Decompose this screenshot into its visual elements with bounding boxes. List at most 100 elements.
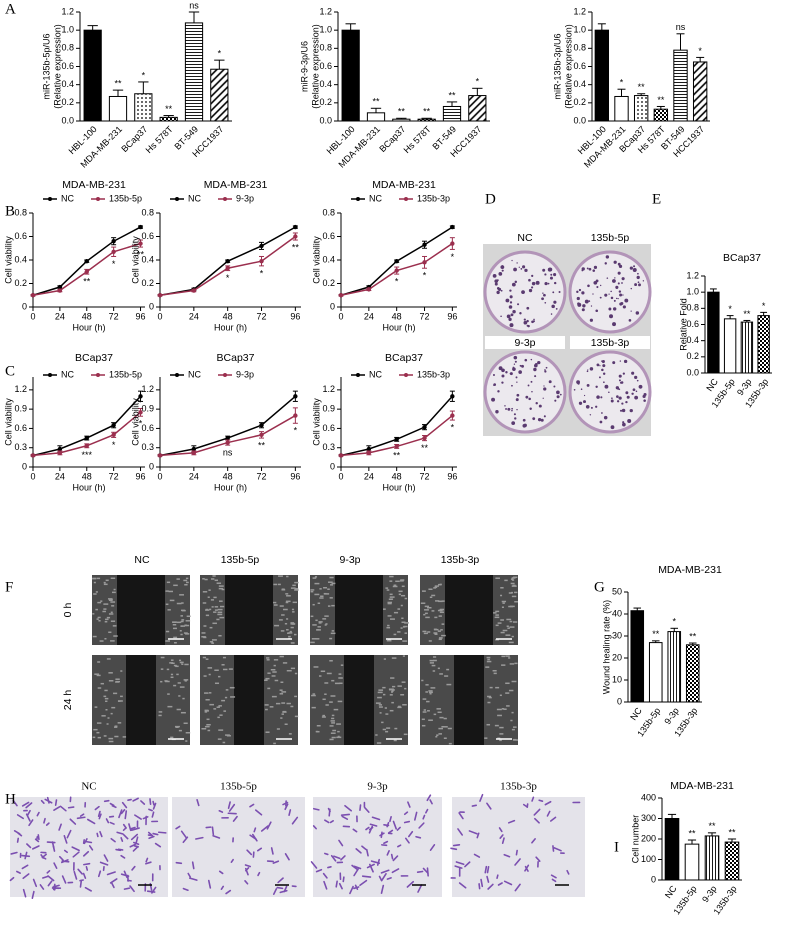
- data-point: [422, 260, 427, 265]
- cell: [290, 642, 295, 644]
- cell: [170, 659, 174, 661]
- cell: [218, 729, 224, 731]
- cell: [100, 600, 103, 602]
- cell: [402, 640, 408, 642]
- cell: [473, 853, 481, 858]
- cell: [43, 817, 46, 824]
- chart-title: BCap37: [217, 352, 255, 364]
- cell: [284, 803, 289, 811]
- cell: [487, 695, 492, 698]
- cell: [336, 723, 341, 725]
- panel-label: H: [5, 791, 16, 807]
- cell: [400, 594, 406, 597]
- column-label: 9-3p: [339, 554, 360, 566]
- cell: [311, 706, 316, 709]
- significance-label: **: [652, 629, 660, 639]
- colony: [492, 373, 495, 376]
- cell: [288, 632, 293, 634]
- cell: [180, 711, 186, 714]
- cell: [281, 588, 285, 590]
- cell: [132, 841, 140, 846]
- row-label: 0 h: [62, 603, 74, 618]
- cell: [110, 640, 115, 642]
- colony: [586, 383, 590, 387]
- colony: [550, 313, 553, 315]
- cell: [531, 796, 535, 802]
- cell: [338, 673, 342, 675]
- colony: [623, 359, 628, 364]
- colony: [626, 395, 630, 399]
- cell: [76, 816, 86, 820]
- cell: [85, 866, 89, 871]
- cell: [329, 701, 333, 703]
- cell: [400, 627, 403, 629]
- cell: [254, 809, 263, 816]
- cell: [355, 848, 362, 854]
- cell: [494, 616, 500, 619]
- panel-label: I: [614, 839, 619, 855]
- cell: [397, 685, 402, 687]
- cell: [52, 887, 60, 890]
- cell: [447, 727, 452, 730]
- cell: [441, 725, 444, 728]
- cell: [196, 798, 200, 807]
- cell: [566, 869, 570, 875]
- cell: [127, 798, 132, 801]
- x-tick-label: 0: [157, 471, 162, 481]
- cell: [106, 658, 111, 660]
- cell: [182, 887, 189, 891]
- cell: [179, 630, 182, 632]
- y-tick-label: 0.6: [141, 231, 154, 241]
- colony: [628, 319, 632, 322]
- cell: [286, 702, 291, 705]
- cell: [291, 816, 299, 825]
- cell: [160, 668, 164, 670]
- colony: [622, 372, 625, 375]
- cell: [294, 588, 299, 590]
- colony: [518, 370, 522, 374]
- colony: [598, 376, 601, 379]
- cell: [184, 624, 187, 627]
- cell: [224, 696, 228, 699]
- colony: [511, 421, 516, 426]
- cell: [422, 711, 427, 713]
- cell: [222, 668, 228, 671]
- colony: [635, 390, 638, 393]
- legend-marker: [404, 197, 408, 201]
- cell: [284, 723, 288, 726]
- y-tick-label: 200: [641, 833, 656, 843]
- significance-label: *: [762, 301, 766, 311]
- label-strip: [570, 231, 650, 244]
- cell: [217, 716, 220, 719]
- legend-marker: [96, 197, 100, 201]
- cell: [204, 711, 208, 713]
- cell: [497, 714, 502, 717]
- x-tick-label: 48: [82, 471, 92, 481]
- colony: [529, 407, 532, 411]
- cell: [388, 598, 393, 601]
- cell: [331, 630, 335, 632]
- cell: [333, 708, 339, 711]
- significance-label: ***: [82, 450, 93, 460]
- colony: [602, 364, 606, 368]
- cell: [501, 600, 507, 603]
- cell: [103, 603, 109, 605]
- cell: [287, 632, 290, 634]
- cell: [324, 682, 329, 684]
- cell: [110, 620, 116, 622]
- data-point: [422, 242, 427, 247]
- cell: [390, 853, 394, 860]
- cell: [431, 610, 435, 612]
- cell: [47, 875, 55, 882]
- cell: [108, 737, 114, 740]
- chart-title: BCap37: [75, 352, 113, 364]
- y-tick-label: 40: [612, 608, 622, 618]
- bar: [653, 108, 669, 122]
- colony: [547, 267, 552, 272]
- significance-label: **: [165, 104, 173, 114]
- bar: [108, 95, 128, 122]
- significance-label: **: [292, 242, 300, 252]
- cell: [429, 596, 433, 598]
- cell: [331, 714, 335, 717]
